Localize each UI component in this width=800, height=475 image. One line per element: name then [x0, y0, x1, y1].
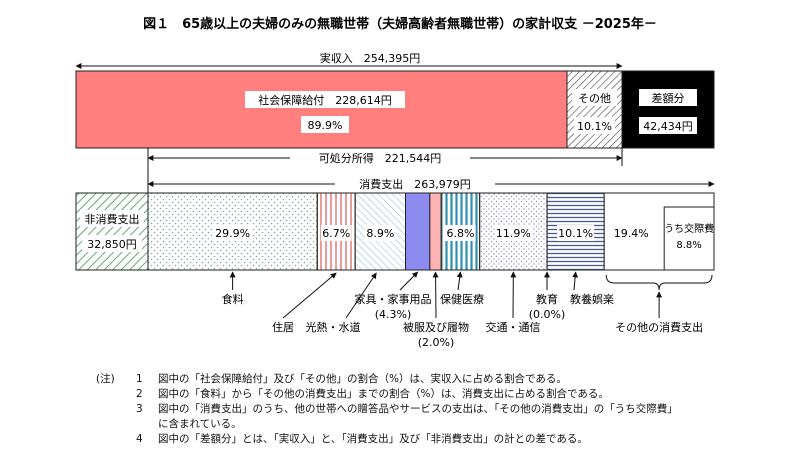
- bar-income-other: [566, 70, 623, 149]
- income-total-bracket: 実収入 254,395円: [75, 51, 623, 69]
- label-bg-deficit: [639, 89, 697, 106]
- footnote-4: 4 図中の「差額分」とは、「実収入」と、「消費支出」及び「非消費支出」の計との差…: [96, 432, 786, 447]
- chart-title: 図１ 65歳以上の夫婦のみの無職世帯（夫婦高齢者無職世帯）の家計収支 －2025…: [143, 16, 657, 32]
- brace-other-consumption: [605, 274, 713, 291]
- pct-bg-housing: [320, 225, 352, 241]
- pct-bg-transport: [494, 225, 532, 241]
- label-utilities: 光熱・水道: [306, 320, 361, 334]
- bar-furniture: [405, 192, 431, 271]
- label-bg-social-security: [245, 91, 405, 108]
- footnote-number: 2: [136, 388, 143, 400]
- footnote-text: 図中の「社会保障給付」及び「その他」の割合（%）は、実収入に占める割合である。: [158, 373, 567, 385]
- value-bg-deficit: [639, 117, 697, 134]
- label-income-other: その他: [578, 92, 611, 105]
- bar-social-security: [75, 70, 568, 149]
- bar-deficit: [621, 70, 715, 149]
- disposable-income-label: 可処分所得 221,544円: [319, 152, 442, 165]
- label-bg-non-consumption: [80, 210, 144, 227]
- bar-clothing: [429, 192, 442, 271]
- consumption-total-label: 消費支出 263,979円: [359, 177, 471, 191]
- label-furniture: 家具・家事用品: [355, 292, 432, 306]
- bar-non-consumption: [75, 192, 149, 271]
- income-total-label: 実収入 254,395円: [320, 51, 421, 65]
- bar-entertainment-expense: [663, 206, 715, 271]
- footnote-number: 3: [136, 403, 143, 415]
- label-entertainment-expense: うち交際費: [664, 222, 714, 235]
- pct-bg-medical: [445, 225, 476, 241]
- value-non-consumption: 32,850円: [87, 238, 137, 251]
- value-deficit: 42,434円: [643, 120, 693, 133]
- expense-bar: 非消費支出 32,850円 29.9% 6.7% 8.9% 6.8% 11.9% 10.1…: [75, 192, 715, 271]
- leader-utilities: [345, 272, 377, 319]
- pct-bg-utilities: [365, 225, 396, 241]
- footnotes: (注) 1 図中の「社会保障給付」及び「その他」の割合（%）は、実収入に占める割…: [96, 372, 786, 447]
- value-bg-non-consumption: [82, 235, 142, 252]
- pct-clothing: (2.0%): [418, 336, 455, 349]
- label-education: 教育: [536, 292, 558, 306]
- footnote-2: 2 図中の「食料」から「その他の消費支出」までの割合（%）は、消費支出に占める割…: [96, 387, 786, 402]
- label-social-security: 社会保障給付 228,614円: [258, 93, 392, 107]
- pct-utilities: 8.9%: [366, 227, 394, 240]
- footnote-3: 3 図中の「消費支出」のうち、他の世帯への贈答品やサービスの支出は、「その他の消…: [96, 402, 786, 417]
- footnote-text: 図中の「食料」から「その他の消費支出」までの割合（%）は、消費支出に占める割合で…: [158, 388, 609, 400]
- pct-bg-culture: [557, 225, 595, 241]
- label-non-consumption: 非消費支出: [85, 212, 140, 226]
- label-bg-income-other: [572, 89, 617, 106]
- pct-income-other: 10.1%: [577, 120, 612, 133]
- label-other-consumption: その他の消費支出: [615, 320, 703, 334]
- pct-bg-income-other: [574, 117, 615, 134]
- label-food: 食料: [222, 292, 244, 306]
- footnote-3-continuation: に含まれている。: [158, 418, 242, 430]
- leader-housing: [282, 272, 337, 319]
- leader-furniture: [399, 271, 419, 291]
- pct-social-security: 89.9%: [308, 119, 343, 132]
- pct-bg-food: [214, 225, 252, 241]
- pct-furniture: (4.3%): [375, 308, 412, 321]
- pct-transport: 11.9%: [496, 227, 531, 240]
- pct-education: (0.0%): [529, 308, 566, 321]
- label-culture: 教養娯楽: [570, 292, 614, 306]
- footnote-text: 図中の「消費支出」のうち、他の世帯への贈答品やサービスの支出は、「その他の消費支…: [158, 403, 678, 415]
- label-clothing: 被服及び履物: [403, 320, 469, 334]
- pct-food: 29.9%: [215, 227, 250, 240]
- label-deficit: 差額分: [652, 91, 685, 105]
- label-housing: 住居: [272, 320, 294, 334]
- pct-other-consumption: 19.4%: [614, 227, 649, 240]
- leader-culture: [572, 271, 579, 291]
- label-transport: 交通・通信: [486, 320, 541, 334]
- footnote-number: 4: [136, 433, 143, 445]
- income-bar: 社会保障給付 228,614円 89.9% その他 10.1% 差額分 42,4…: [75, 70, 715, 149]
- footnote-mark: (注): [96, 373, 115, 385]
- consumption-total-bracket: 消費支出 263,979円: [147, 177, 715, 191]
- pct-medical: 6.8%: [446, 227, 474, 240]
- footnote-1: (注) 1 図中の「社会保障給付」及び「その他」の割合（%）は、実収入に占める割…: [96, 372, 786, 387]
- pct-culture: 10.1%: [558, 227, 593, 240]
- pct-housing: 6.7%: [322, 227, 350, 240]
- leader-medical: [456, 271, 463, 291]
- label-medical: 保健医療: [440, 292, 484, 306]
- footnote-number: 1: [136, 373, 143, 385]
- disposable-income-bracket: 可処分所得 221,544円: [147, 151, 623, 165]
- pct-entertainment-expense: 8.8%: [676, 240, 701, 251]
- pct-bg-social-security: [301, 116, 349, 133]
- footnote-text: 図中の「差額分」とは、「実収入」と、「消費支出」及び「非消費支出」の計との差であ…: [158, 433, 588, 445]
